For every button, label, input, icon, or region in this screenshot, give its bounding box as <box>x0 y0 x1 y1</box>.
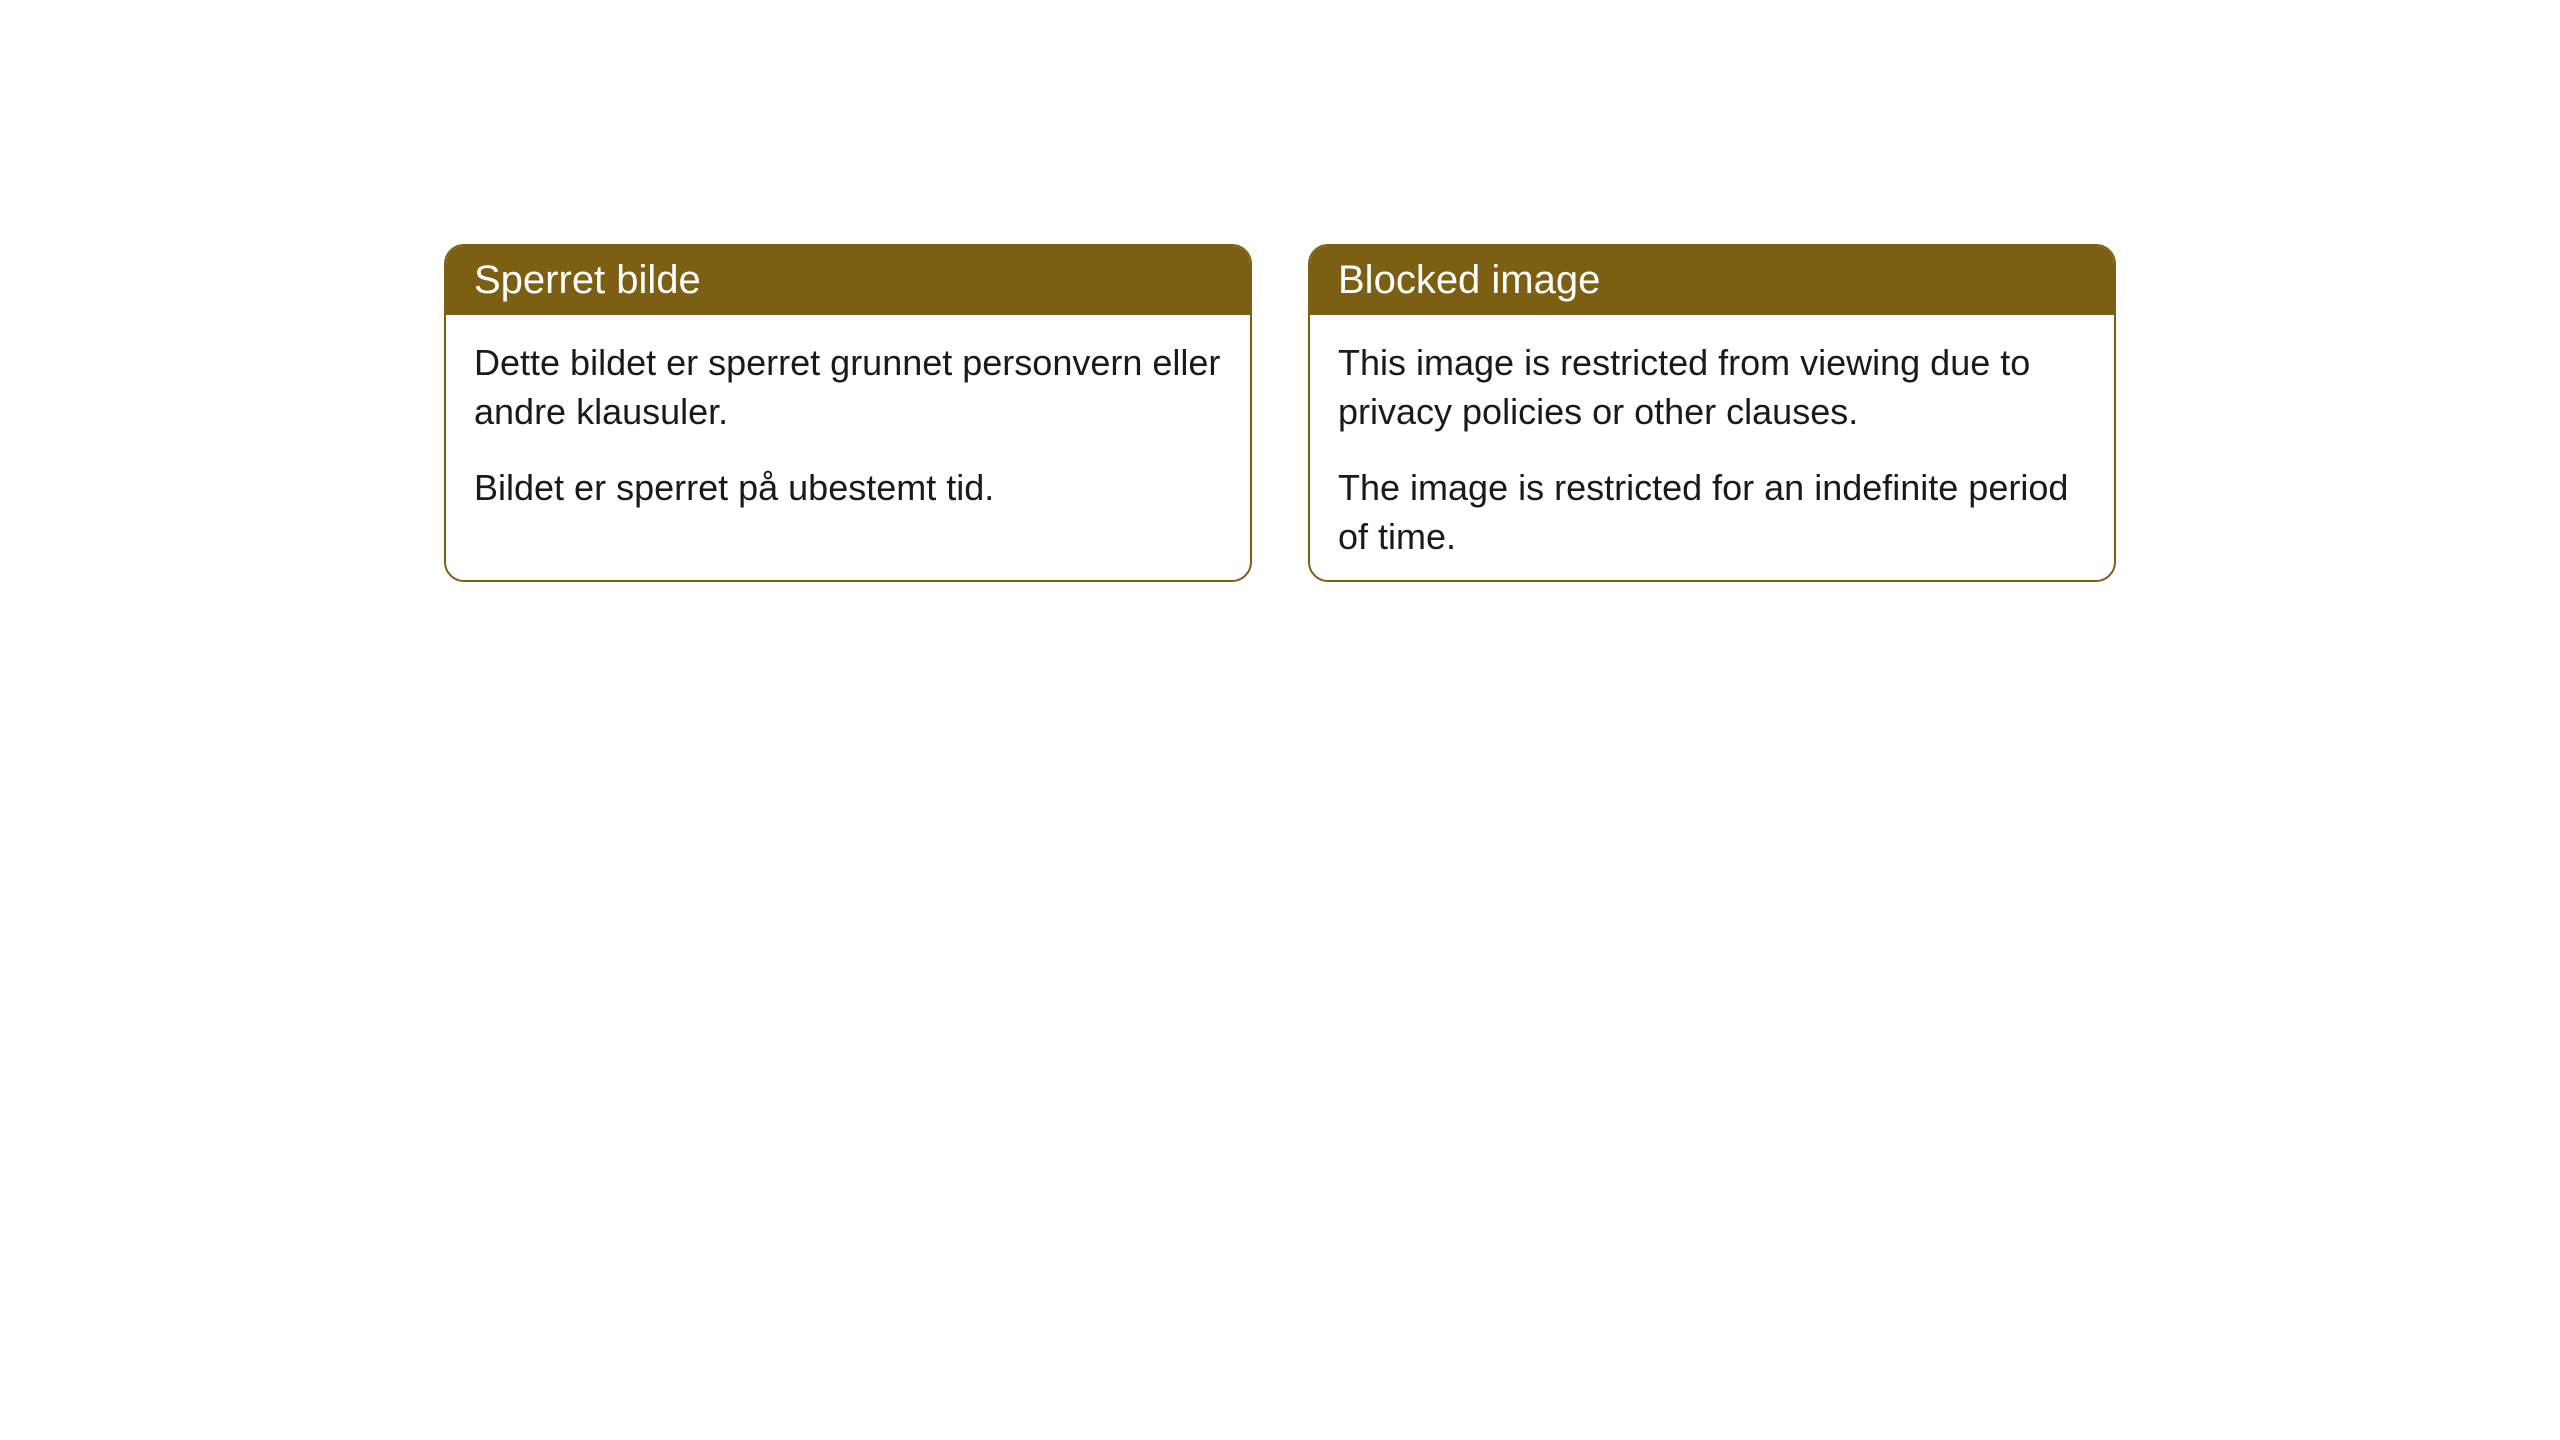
card-paragraph-1-norwegian: Dette bildet er sperret grunnet personve… <box>474 339 1222 436</box>
card-paragraph-2-english: The image is restricted for an indefinit… <box>1338 464 2086 561</box>
card-paragraph-1-english: This image is restricted from viewing du… <box>1338 339 2086 436</box>
card-norwegian: Sperret bilde Dette bildet er sperret gr… <box>444 244 1252 582</box>
card-body-norwegian: Dette bildet er sperret grunnet personve… <box>446 315 1250 549</box>
card-title-english: Blocked image <box>1338 258 1600 302</box>
card-english: Blocked image This image is restricted f… <box>1308 244 2116 582</box>
card-header-english: Blocked image <box>1310 246 2114 315</box>
card-header-norwegian: Sperret bilde <box>446 246 1250 315</box>
card-title-norwegian: Sperret bilde <box>474 258 701 302</box>
card-paragraph-2-norwegian: Bildet er sperret på ubestemt tid. <box>474 464 1222 513</box>
card-body-english: This image is restricted from viewing du… <box>1310 315 2114 582</box>
cards-container: Sperret bilde Dette bildet er sperret gr… <box>444 244 2116 1440</box>
